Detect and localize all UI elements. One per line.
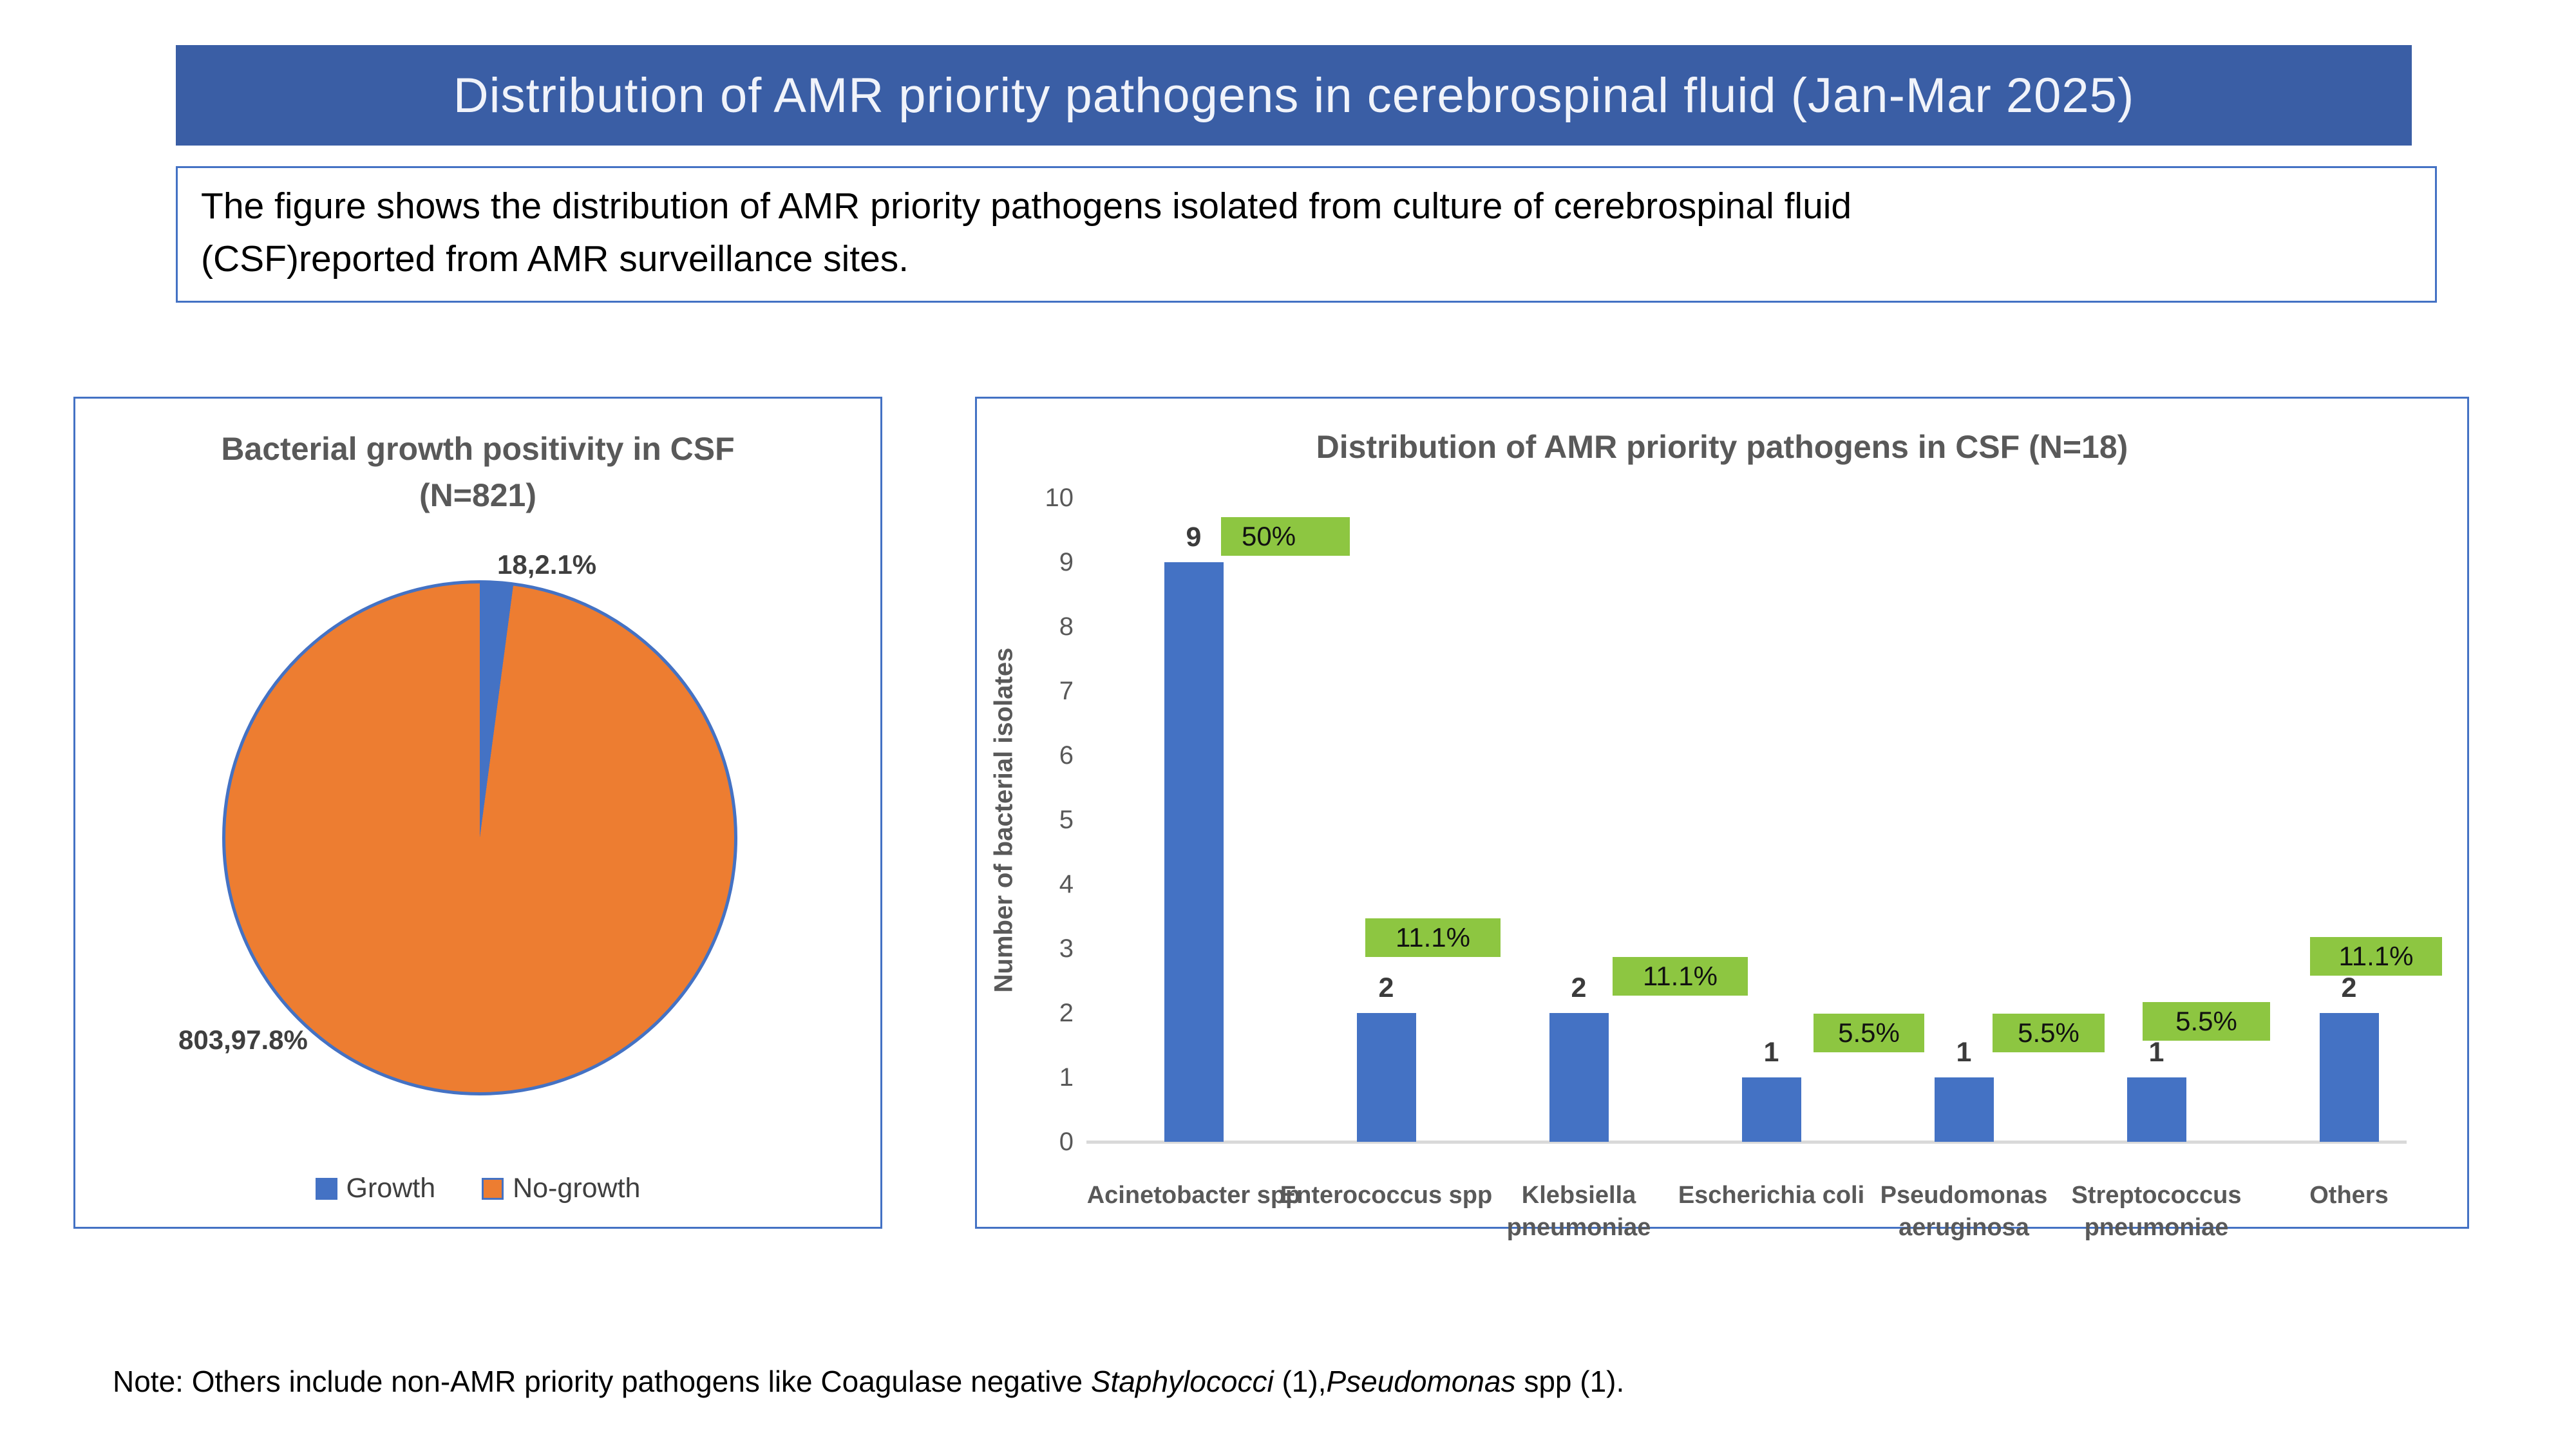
bar-acinetobacter (1164, 562, 1224, 1142)
bar-others (2319, 1013, 2379, 1142)
bar-column: 2 11.1% Enterococcus spp (1280, 498, 1501, 1209)
bar-value-label: 1 (2148, 1037, 2164, 1068)
figure-description-box: The figure shows the distribution of AMR… (176, 166, 2437, 303)
legend-label-no-growth: No-growth (513, 1173, 641, 1204)
x-axis-category-label: Acinetobacter spp (1086, 1182, 1301, 1209)
y-axis-tick: 4 (1059, 870, 1074, 898)
legend-swatch-growth (315, 1177, 337, 1200)
pie-slice-label-no-growth: 803,97.8% (178, 1025, 308, 1055)
bar-value-label: 2 (1378, 972, 1394, 1003)
pie-chart-title-line1: Bacterial growth positivity in CSF (221, 431, 735, 467)
page-title: Distribution of AMR priority pathogens i… (453, 68, 2135, 123)
pie-chart (222, 580, 737, 1095)
footnote-text: spp (1). (1515, 1365, 1625, 1398)
footnote: Note: Others include non-AMR priority pa… (113, 1364, 1624, 1399)
x-axis-category-label: Others (2309, 1182, 2389, 1209)
y-axis-tick: 10 (1045, 484, 1074, 512)
y-axis-tick: 5 (1059, 806, 1074, 834)
bar-column: 9 50% Acinetobacter spp (1087, 498, 1350, 1209)
bar-escherichia (1741, 1077, 1801, 1142)
bar-value-label: 1 (1763, 1037, 1779, 1068)
y-axis-tick: 3 (1059, 934, 1074, 963)
x-axis-category-label: Enterococcus spp (1280, 1182, 1493, 1209)
bar-streptococcus (2126, 1077, 2186, 1142)
y-axis-tick: 2 (1059, 999, 1074, 1027)
description-line: (CSF)reported from AMR surveillance site… (201, 238, 909, 279)
pie-chart-panel: Bacterial growth positivity in CSF (N=82… (73, 397, 882, 1229)
legend-item-no-growth: No-growth (482, 1173, 640, 1204)
pie-slice-label-growth: 18,2.1% (497, 549, 597, 580)
y-axis-tick: 9 (1059, 548, 1074, 576)
pie-legend: Growth No-growth (75, 1173, 880, 1204)
x-axis-category-label: Escherichia coli (1678, 1182, 1865, 1209)
x-axis-line (1086, 1141, 2407, 1144)
y-axis-tick: 7 (1059, 677, 1074, 705)
x-axis-category-label: Klebsiella pneumoniae (1506, 1182, 1651, 1241)
bar-value-label: 1 (1956, 1037, 1972, 1068)
bar-enterococcus (1356, 1013, 1416, 1142)
bar-pct-label: 5.5% (2143, 1002, 2270, 1041)
bar-chart-panel: Distribution of AMR priority pathogens i… (975, 397, 2469, 1241)
bar-value-label: 9 (1186, 522, 1202, 553)
bar-column: 2 11.1% Klebsiella pneumoniae (1482, 498, 1748, 1241)
bar-pct-label: 11.1% (1365, 918, 1501, 957)
legend-label-growth: Growth (346, 1173, 436, 1204)
y-axis-tick: 0 (1059, 1128, 1074, 1156)
bar-column: 1 5.5% Streptococcus pneumoniae (2060, 498, 2270, 1241)
bar-pct-label: 5.5% (1993, 1014, 2105, 1052)
legend-item-growth: Growth (315, 1173, 436, 1204)
bar-pct-label: 50% (1221, 517, 1350, 556)
y-axis-tick: 1 (1059, 1063, 1074, 1092)
pie-chart-title-line2: (N=821) (419, 477, 537, 513)
bar-column: 1 5.5% Escherichia coli (1675, 498, 1924, 1209)
bar-column: 2 11.1% Others (2253, 498, 2445, 1209)
bar-chart-title: Distribution of AMR priority pathogens i… (1316, 429, 2128, 465)
page-title-banner: Distribution of AMR priority pathogens i… (176, 45, 2412, 146)
description-line: The figure shows the distribution of AMR… (201, 185, 1852, 227)
bar-column: 1 5.5% Pseudomonas aeruginosa (1868, 498, 2105, 1241)
pie-chart-title: Bacterial growth positivity in CSF (N=82… (75, 426, 880, 518)
bar-pct-label: 11.1% (2310, 937, 2442, 976)
footnote-italic-staphylococci: Staphylococci (1090, 1365, 1274, 1398)
y-axis-tick: 8 (1059, 612, 1074, 641)
footnote-text: Note: Others include non-AMR priority pa… (113, 1365, 1091, 1398)
bar-value-label: 2 (1571, 972, 1587, 1003)
bar-klebsiella (1549, 1013, 1609, 1142)
legend-swatch-no-growth (482, 1177, 504, 1200)
footnote-italic-pseudomonas: Pseudomonas (1326, 1365, 1516, 1398)
y-axis-tick: 6 (1059, 741, 1074, 770)
bar-pct-label: 5.5% (1814, 1014, 1924, 1052)
bar-pseudomonas (1934, 1077, 1994, 1142)
footnote-text: (1), (1273, 1365, 1327, 1398)
bar-pct-label: 11.1% (1613, 957, 1748, 996)
x-axis-category-label: Pseudomonas aeruginosa (1880, 1182, 2048, 1241)
x-axis-category-label: Streptococcus pneumoniae (2071, 1182, 2242, 1241)
bar-value-label: 2 (2341, 972, 2357, 1003)
